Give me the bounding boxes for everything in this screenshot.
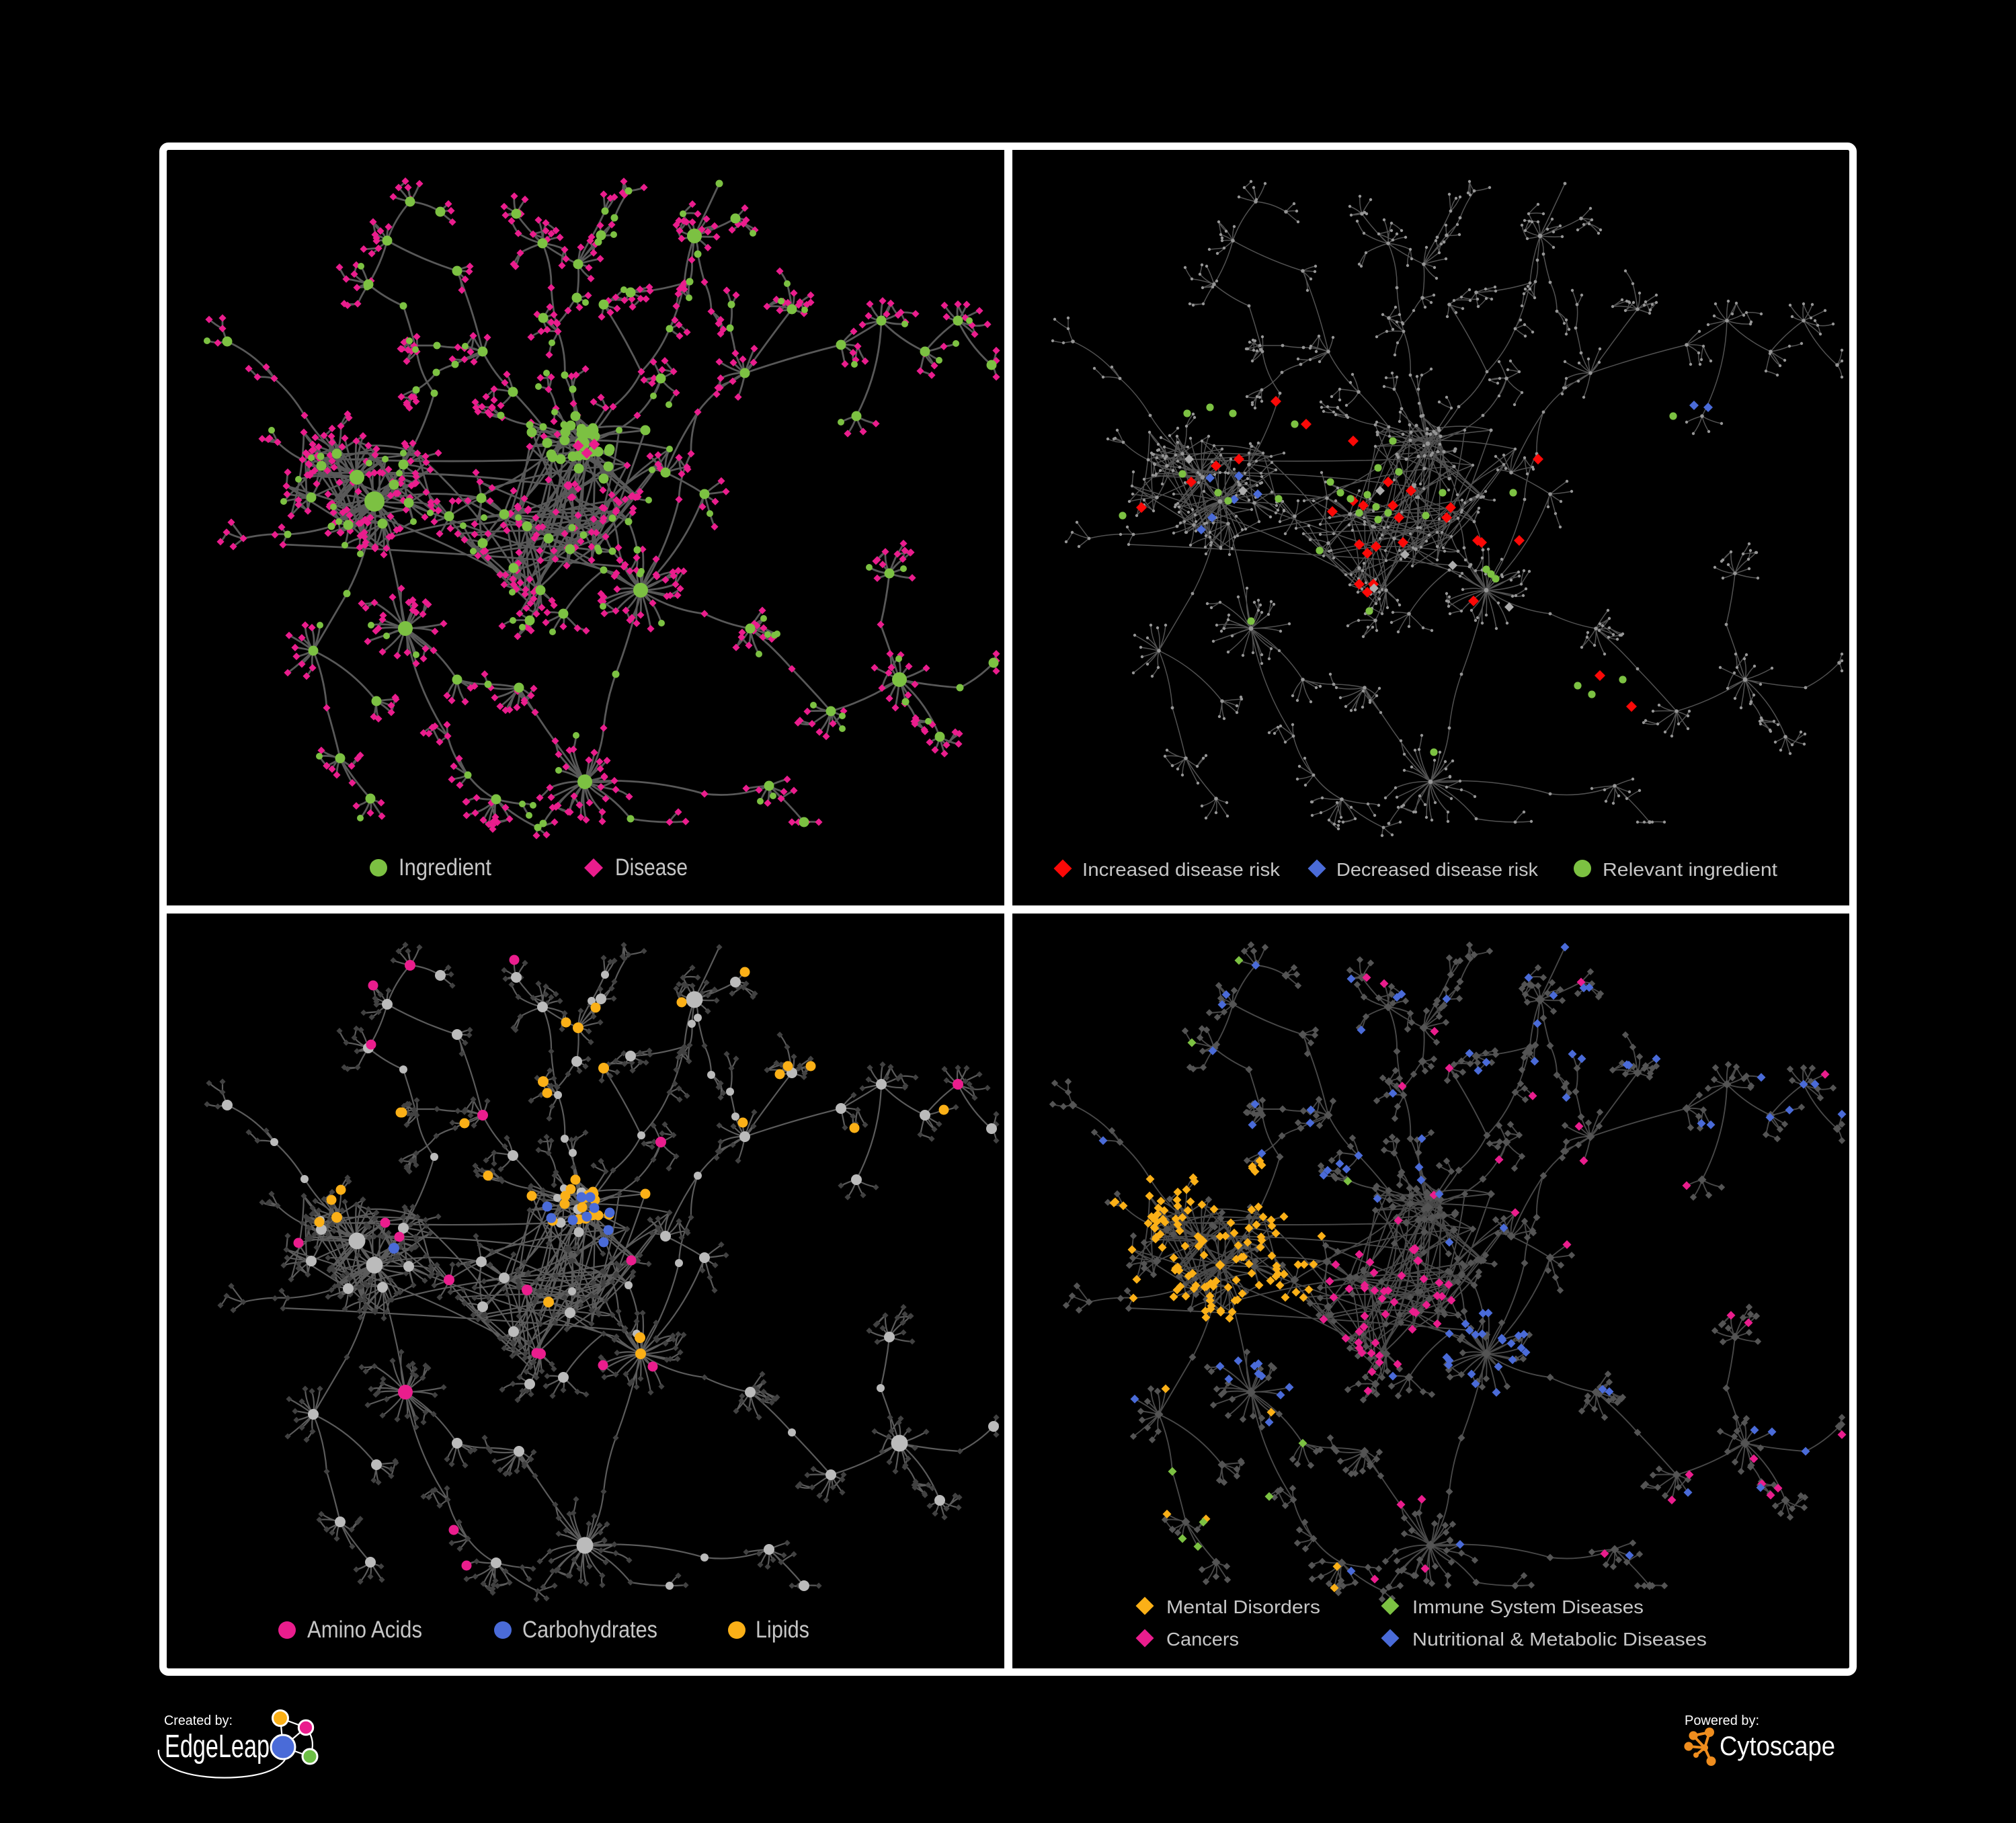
- svg-text:Cytoscape: Cytoscape: [1720, 1732, 1835, 1761]
- svg-text:Immune System Diseases: Immune System Diseases: [1412, 1596, 1644, 1617]
- svg-text:Increased disease risk: Increased disease risk: [1082, 859, 1281, 880]
- svg-text:Carbohydrates: Carbohydrates: [522, 1617, 657, 1643]
- svg-text:Mental Disorders: Mental Disorders: [1166, 1596, 1320, 1617]
- svg-text:Amino Acids: Amino Acids: [307, 1617, 422, 1643]
- svg-text:Disease: Disease: [615, 854, 688, 881]
- svg-text:Ingredient: Ingredient: [399, 854, 491, 881]
- svg-text:Decreased disease risk: Decreased disease risk: [1336, 859, 1539, 880]
- svg-text:Created by:: Created by:: [164, 1713, 233, 1728]
- svg-text:Powered by:: Powered by:: [1685, 1713, 1759, 1728]
- svg-text:Nutritional & Metabolic Diseas: Nutritional & Metabolic Diseases: [1412, 1629, 1707, 1650]
- svg-text:Lipids: Lipids: [756, 1617, 809, 1643]
- svg-text:EdgeLeap: EdgeLeap: [165, 1729, 270, 1765]
- svg-text:Cancers: Cancers: [1166, 1629, 1239, 1650]
- svg-text:Relevant ingredient: Relevant ingredient: [1603, 859, 1777, 880]
